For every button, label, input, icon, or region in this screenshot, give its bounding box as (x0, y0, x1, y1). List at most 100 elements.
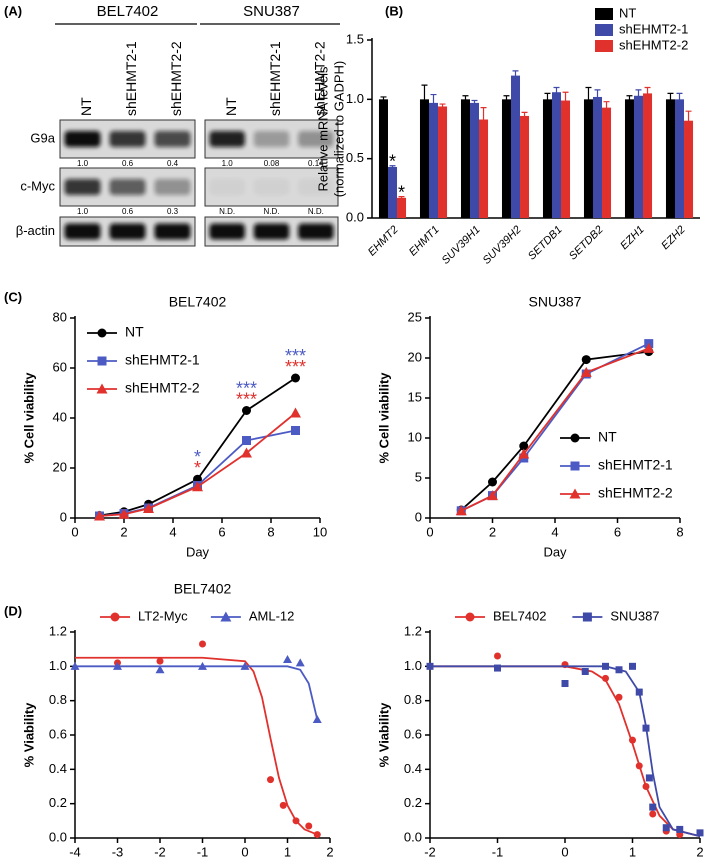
x-tick-label: EZH2 (659, 224, 687, 252)
x-tick-label: 2 (489, 524, 496, 539)
y-tick-label: 1.2 (404, 623, 422, 638)
marker (70, 661, 80, 670)
x-tick-label: -1 (197, 844, 209, 859)
bar (469, 102, 480, 218)
legend-label: BEL7402 (493, 608, 547, 623)
error-bar (667, 92, 674, 106)
x-tick-label: 4 (169, 524, 176, 539)
error-bar (421, 84, 428, 115)
bar (592, 96, 603, 218)
y-tick-label: 80 (53, 309, 67, 324)
marker (118, 508, 130, 519)
quant-label: 0.3 (167, 207, 179, 216)
y-tick-label: 0 (60, 509, 67, 524)
marker (643, 342, 655, 353)
x-tick-label: 0 (426, 524, 433, 539)
y-tick-label: 1.0 (346, 91, 364, 106)
legend-swatch (595, 8, 613, 20)
bar (633, 95, 644, 218)
y-tick-label: 0.0 (49, 829, 67, 844)
marker (455, 505, 467, 516)
y-tick-label: 20 (408, 349, 422, 364)
y-tick-label: 0.8 (404, 692, 422, 707)
y-tick-label: 40 (53, 409, 67, 424)
x-tick-label: 8 (676, 524, 683, 539)
error-bar (644, 86, 651, 100)
error-bar (512, 70, 519, 81)
error-bar (398, 196, 405, 200)
quant-label: 0.08 (264, 159, 280, 168)
x-tick-label: -1 (492, 844, 504, 859)
band (253, 223, 290, 240)
row-label: β-actin (16, 223, 55, 238)
group-label: SNU387 (243, 3, 300, 20)
marker (199, 640, 206, 648)
marker (192, 481, 203, 492)
marker (615, 693, 623, 701)
y-axis-label: % Cell viability (21, 372, 36, 464)
annotation: * (194, 458, 201, 478)
legend-marker (96, 383, 108, 394)
bar (387, 166, 398, 218)
marker (426, 662, 434, 670)
y-tick-label: 1.0 (49, 658, 67, 673)
x-tick-label: 4 (551, 524, 558, 539)
annotation: * (194, 447, 201, 467)
fit-curve (430, 665, 701, 838)
x-tick-label: 0 (241, 844, 248, 859)
marker (267, 776, 274, 784)
band (64, 131, 101, 147)
x-tick-label: SUV39H2 (481, 224, 524, 267)
y-tick-label: 5 (415, 469, 422, 484)
marker (94, 510, 105, 521)
legend-label: SNU387 (610, 608, 659, 623)
marker (488, 477, 497, 487)
legend-label: AML-12 (249, 608, 295, 623)
lane-label: NT (78, 97, 94, 116)
marker (519, 441, 529, 451)
error-bar (544, 92, 551, 106)
marker (676, 825, 684, 833)
lane-label: shEHMT2-1 (123, 41, 139, 116)
y-tick-label: 1.2 (49, 623, 67, 638)
lane-label: shEHMT2-2 (312, 41, 328, 116)
bar (561, 100, 571, 218)
marker (635, 762, 643, 770)
y-tick-label: 0.0 (404, 829, 422, 844)
error-bar (626, 95, 633, 104)
legend-label: NT (598, 429, 617, 445)
panel-label: (A) (4, 3, 22, 18)
row-label: c-Myc (20, 178, 55, 193)
marker (649, 803, 657, 811)
marker (518, 448, 530, 459)
marker (242, 406, 251, 415)
bar (378, 99, 388, 218)
x-tick-label: SETDB1 (526, 224, 565, 263)
y-tick-label: 0.4 (404, 761, 422, 776)
marker (635, 688, 643, 696)
legend-marker (569, 488, 581, 499)
marker (696, 829, 704, 837)
marker (241, 447, 252, 458)
y-tick-label: 10 (408, 429, 422, 444)
marker (494, 664, 501, 672)
error-bar (635, 89, 642, 103)
bar (684, 120, 694, 218)
annotation: * (389, 152, 396, 172)
annotation: *** (236, 389, 257, 409)
x-tick-label: 1 (284, 844, 291, 859)
x-tick-label: 6 (614, 524, 621, 539)
y-tick-label: 0.6 (404, 726, 422, 741)
x-tick-label: 2 (120, 524, 127, 539)
quant-label: 0.14 (308, 159, 324, 168)
bar (674, 99, 685, 218)
marker (580, 366, 592, 377)
x-tick-label: EZH1 (618, 224, 646, 252)
quant-label: 1.0 (77, 207, 89, 216)
marker (662, 824, 670, 832)
error-bar (430, 93, 437, 112)
error-bar (685, 110, 692, 131)
bar (551, 92, 562, 218)
